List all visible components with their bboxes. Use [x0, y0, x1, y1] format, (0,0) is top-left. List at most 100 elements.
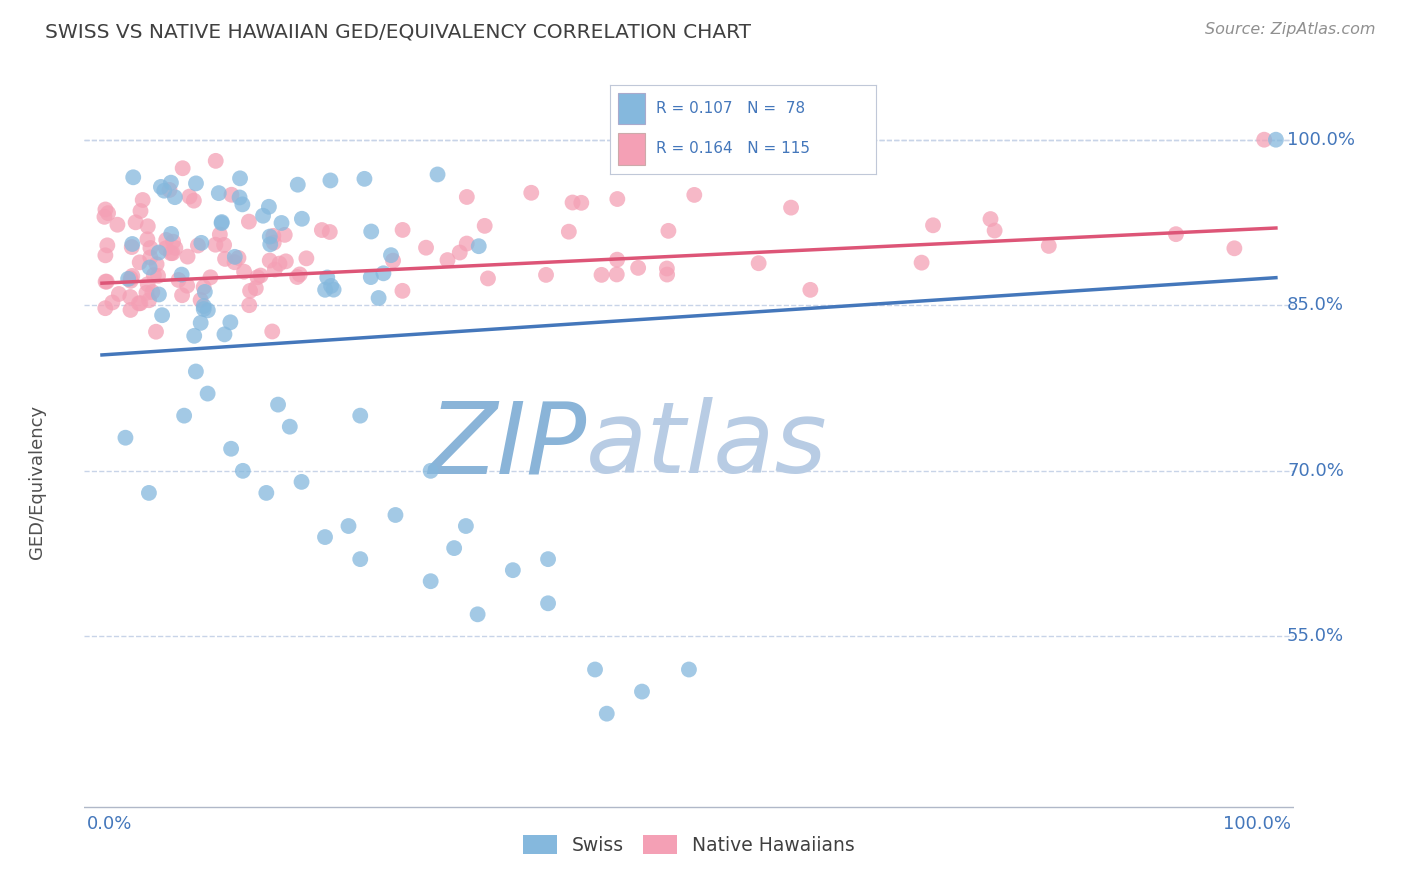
Point: [263, 235, 285, 250]
Point: [141, 285, 163, 299]
Point: [285, 270, 308, 285]
Point: [419, 464, 441, 478]
Point: [190, 235, 212, 250]
Point: [160, 176, 183, 190]
Point: [120, 290, 142, 304]
Point: [120, 302, 142, 317]
Point: [257, 200, 280, 214]
Point: [204, 237, 226, 252]
Text: Source: ZipAtlas.com: Source: ZipAtlas.com: [1205, 22, 1375, 37]
Point: [415, 241, 437, 255]
Point: [520, 186, 543, 200]
Point: [1223, 241, 1246, 255]
Point: [136, 277, 159, 292]
Point: [382, 253, 405, 268]
Point: [142, 268, 165, 282]
Point: [419, 574, 441, 589]
Point: [436, 253, 458, 268]
Point: [160, 246, 183, 260]
Point: [148, 287, 170, 301]
Point: [122, 170, 145, 185]
Point: [596, 706, 619, 721]
Point: [748, 256, 770, 270]
Point: [117, 272, 139, 286]
Point: [249, 268, 271, 283]
Point: [454, 519, 477, 533]
Point: [120, 271, 142, 285]
Point: [367, 291, 389, 305]
Point: [228, 251, 250, 265]
Point: [391, 284, 413, 298]
Point: [252, 209, 274, 223]
Point: [353, 171, 375, 186]
Point: [162, 235, 184, 249]
Point: [219, 442, 242, 456]
Point: [319, 279, 342, 293]
Point: [449, 245, 471, 260]
Point: [278, 419, 301, 434]
Point: [94, 275, 117, 289]
Point: [197, 386, 219, 401]
Point: [314, 283, 336, 297]
Point: [94, 202, 117, 217]
Point: [190, 316, 212, 330]
Point: [262, 228, 284, 243]
Point: [606, 268, 628, 282]
Point: [138, 293, 160, 308]
Point: [238, 214, 260, 228]
Point: [780, 201, 803, 215]
Point: [219, 315, 242, 329]
Point: [193, 299, 215, 313]
Point: [983, 223, 1005, 237]
Point: [153, 184, 176, 198]
Point: [221, 187, 243, 202]
Point: [163, 190, 186, 204]
Point: [245, 281, 267, 295]
Point: [384, 508, 406, 522]
Point: [583, 663, 606, 677]
Text: 70.0%: 70.0%: [1286, 462, 1344, 480]
Text: 100.0%: 100.0%: [1286, 131, 1355, 149]
Point: [179, 189, 201, 203]
Point: [678, 663, 700, 677]
Point: [138, 260, 160, 275]
Point: [683, 188, 706, 202]
Point: [231, 197, 253, 211]
Point: [319, 225, 342, 239]
Point: [456, 190, 478, 204]
Point: [145, 325, 167, 339]
Point: [183, 194, 205, 208]
Point: [187, 238, 209, 252]
Point: [360, 225, 382, 239]
Text: ZIP: ZIP: [427, 398, 586, 494]
Point: [290, 475, 312, 489]
Point: [159, 183, 181, 197]
Point: [910, 255, 932, 269]
Point: [269, 256, 291, 270]
Point: [1253, 133, 1275, 147]
Point: [121, 268, 143, 283]
Point: [657, 224, 679, 238]
Point: [184, 364, 207, 378]
Point: [467, 607, 489, 622]
Point: [165, 241, 187, 255]
Text: GED/Equivalency: GED/Equivalency: [28, 405, 46, 559]
Point: [145, 257, 167, 271]
Point: [193, 280, 215, 294]
Point: [155, 241, 177, 255]
Point: [193, 301, 215, 316]
Point: [107, 218, 129, 232]
Point: [274, 254, 297, 268]
Legend: Swiss, Native Hawaiians: Swiss, Native Hawaiians: [516, 828, 862, 863]
Point: [262, 325, 284, 339]
Point: [238, 298, 260, 312]
Point: [655, 261, 678, 276]
Text: atlas: atlas: [586, 398, 828, 494]
Point: [131, 193, 153, 207]
Point: [108, 287, 131, 301]
Text: 0.0%: 0.0%: [87, 815, 132, 833]
Point: [135, 285, 157, 300]
Point: [1038, 239, 1060, 253]
Point: [208, 186, 231, 201]
Point: [239, 284, 262, 298]
